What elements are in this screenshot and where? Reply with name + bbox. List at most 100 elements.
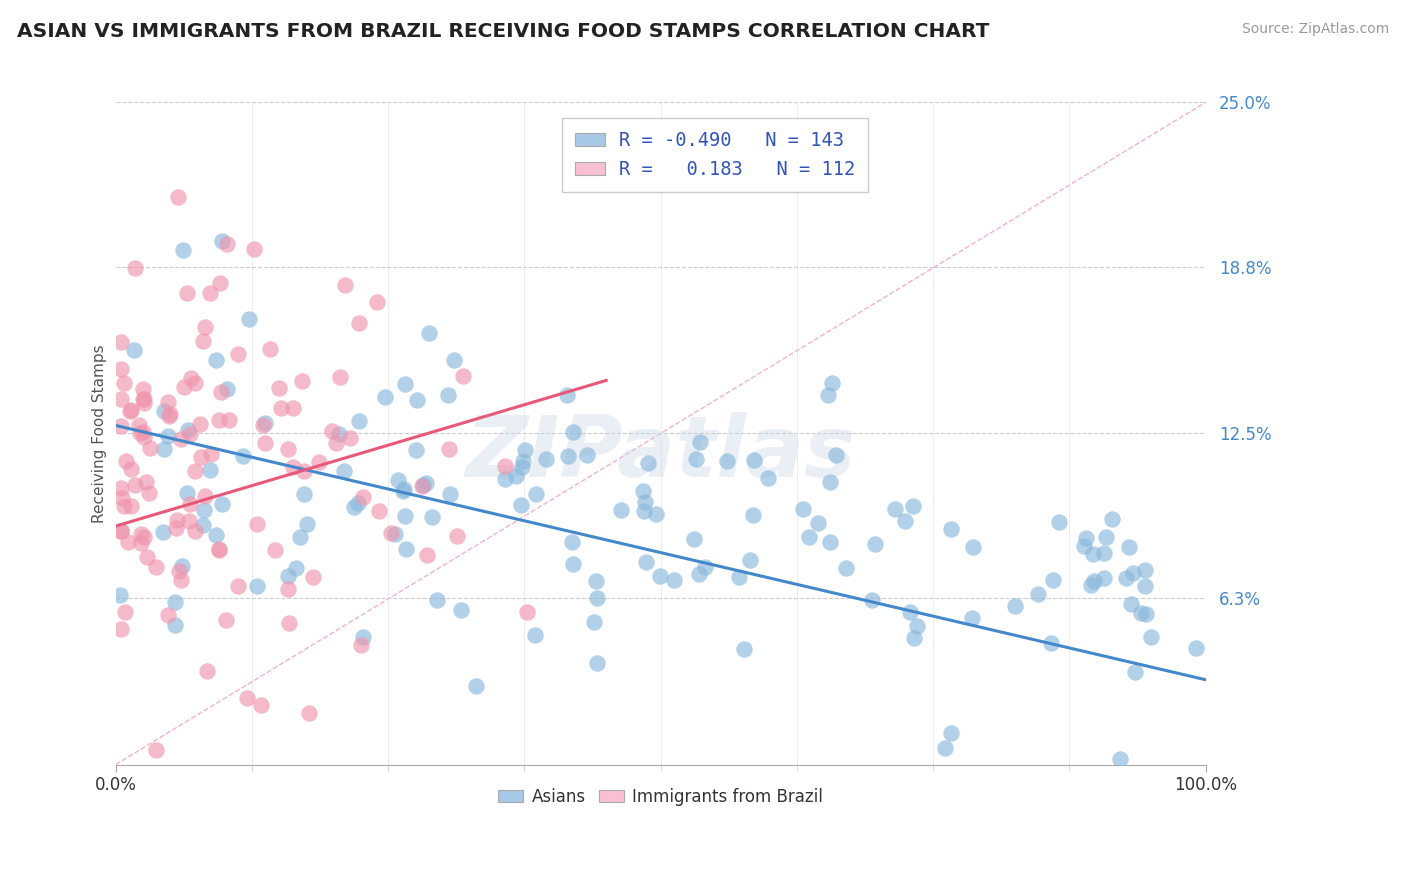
Point (1140, 630, 1163, 644)
Point (509, 498, 531, 512)
Point (562, 425, 585, 439)
Point (132, 392, 155, 406)
Point (818, 475, 841, 490)
Point (1108, 752, 1130, 766)
Point (821, 376, 844, 391)
Point (270, 401, 292, 416)
Point (394, 508, 416, 523)
Point (1185, 640, 1208, 655)
Point (190, 450, 212, 464)
Point (328, 426, 350, 441)
Point (173, 380, 195, 394)
Point (557, 449, 579, 463)
Point (321, 424, 343, 438)
Point (292, 464, 315, 478)
Point (120, 403, 142, 417)
Point (132, 392, 155, 407)
Point (110, 622, 132, 636)
Point (264, 542, 287, 557)
Point (1026, 587, 1049, 601)
Point (277, 615, 299, 630)
Point (281, 401, 304, 415)
Point (733, 642, 755, 657)
Point (512, 453, 534, 467)
Point (1049, 516, 1071, 530)
Point (208, 412, 231, 426)
Point (741, 508, 763, 523)
Point (792, 502, 814, 516)
Point (163, 595, 186, 609)
Point (298, 706, 321, 721)
Point (738, 553, 761, 567)
Point (184, 524, 207, 538)
Point (120, 461, 142, 475)
Point (422, 510, 444, 524)
Point (1129, 607, 1152, 621)
Point (110, 392, 132, 407)
Point (392, 483, 415, 498)
Point (523, 628, 546, 642)
Text: ZIPatlas: ZIPatlas (465, 412, 856, 495)
Point (167, 190, 190, 204)
Point (883, 502, 905, 516)
Point (406, 393, 429, 408)
Point (114, 606, 136, 620)
Point (114, 454, 136, 468)
Point (562, 557, 585, 571)
Point (112, 376, 135, 391)
Point (648, 569, 671, 583)
Point (1135, 579, 1157, 593)
Point (111, 491, 134, 506)
Point (308, 455, 330, 469)
Point (132, 382, 155, 396)
Point (1123, 665, 1146, 679)
Point (1095, 530, 1118, 544)
Point (437, 442, 460, 456)
Point (195, 664, 218, 678)
Point (259, 342, 281, 356)
Point (110, 334, 132, 349)
Point (693, 560, 716, 574)
Point (1135, 607, 1157, 621)
Point (524, 487, 547, 501)
Text: Source: ZipAtlas.com: Source: ZipAtlas.com (1241, 22, 1389, 37)
Point (193, 503, 215, 517)
Point (494, 472, 516, 486)
Point (156, 395, 179, 409)
Point (120, 404, 142, 418)
Point (682, 532, 704, 546)
Point (152, 524, 174, 539)
Point (384, 527, 406, 541)
Point (807, 516, 830, 530)
Point (426, 593, 449, 607)
Point (633, 503, 655, 517)
Point (505, 469, 527, 483)
Point (1042, 574, 1064, 588)
Legend: Asians, Immigrants from Brazil: Asians, Immigrants from Brazil (492, 781, 830, 813)
Point (817, 388, 839, 402)
Point (157, 409, 180, 423)
Point (1118, 540, 1140, 554)
Point (170, 574, 193, 588)
Point (443, 353, 465, 368)
Point (405, 443, 427, 458)
Point (124, 477, 146, 491)
Point (172, 244, 194, 258)
Point (366, 294, 388, 309)
Point (1073, 539, 1095, 553)
Point (277, 442, 299, 456)
Point (347, 496, 370, 510)
Point (170, 558, 193, 573)
Point (1115, 571, 1137, 585)
Point (1122, 566, 1144, 581)
Point (728, 570, 751, 584)
Point (394, 376, 416, 391)
Point (135, 475, 157, 490)
Point (901, 499, 924, 513)
Point (820, 535, 842, 549)
Point (450, 603, 472, 617)
Point (153, 442, 176, 456)
Point (110, 524, 132, 538)
Point (208, 541, 231, 556)
Point (211, 497, 233, 511)
